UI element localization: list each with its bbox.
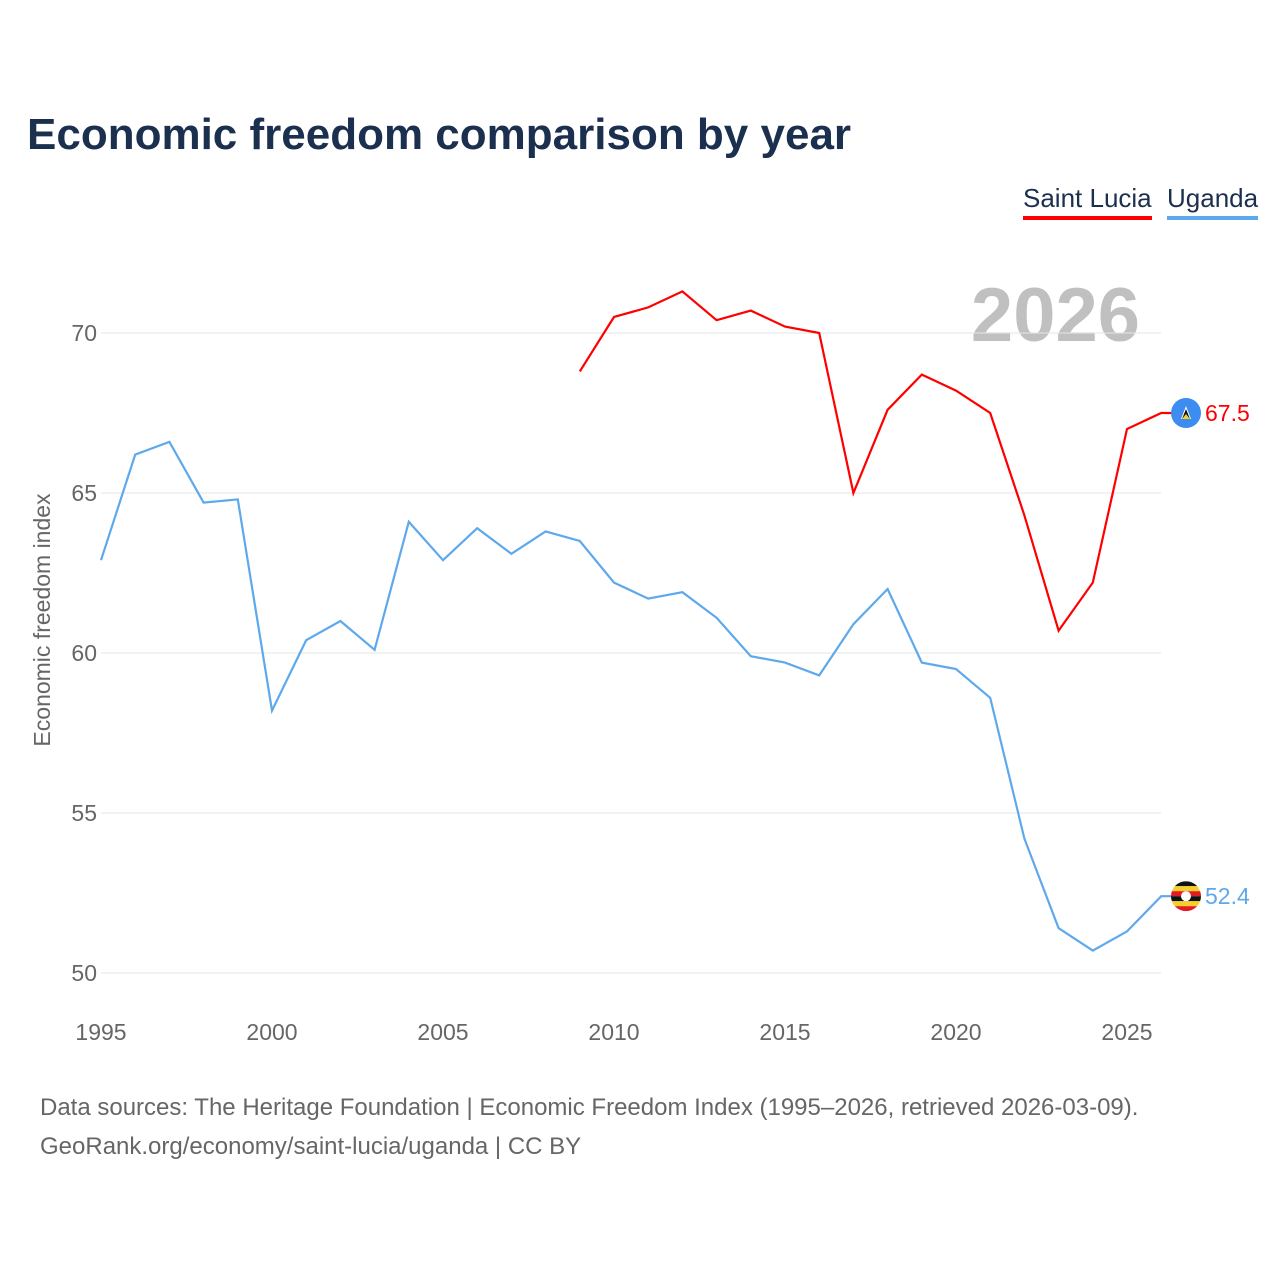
source-note: Data sources: The Heritage Foundation | …: [40, 1088, 1138, 1166]
x-tick-label: 2005: [417, 1019, 468, 1045]
legend-uganda[interactable]: Uganda: [1167, 183, 1259, 220]
x-tick-label: 1995: [75, 1019, 126, 1045]
uganda-flag-icon: [1171, 881, 1201, 912]
line-chart: 2026 50 55 60 65 70 1995 2000 2005 2010 2015 2020 20…: [29, 273, 1250, 1045]
y-tick-label: 60: [71, 640, 97, 666]
source-line-2[interactable]: GeoRank.org/economy/saint-lucia/uganda |…: [40, 1133, 582, 1160]
x-tick-label: 2000: [246, 1019, 297, 1045]
source-line-1: Data sources: The Heritage Foundation | …: [40, 1094, 1139, 1121]
year-watermark: 2026: [971, 273, 1140, 358]
chart-title: Economic freedom comparison by year: [27, 110, 852, 159]
x-tick-label: 2010: [588, 1019, 639, 1045]
y-tick-label: 70: [71, 320, 97, 346]
x-tick-label: 2025: [1101, 1019, 1152, 1045]
y-tick-label: 50: [71, 960, 97, 986]
x-tick-label: 2015: [759, 1019, 810, 1045]
x-tick-label: 2020: [930, 1019, 981, 1045]
end-value-label: 52.4: [1205, 883, 1250, 909]
y-axis-label: Economic freedom index: [29, 493, 55, 747]
series-line-uganda: [99, 440, 1172, 952]
end-value-label: 67.5: [1205, 400, 1250, 426]
y-tick-label: 55: [71, 800, 97, 826]
legend-saint-lucia[interactable]: Saint Lucia: [1023, 183, 1152, 220]
y-tick-label: 65: [71, 480, 97, 506]
